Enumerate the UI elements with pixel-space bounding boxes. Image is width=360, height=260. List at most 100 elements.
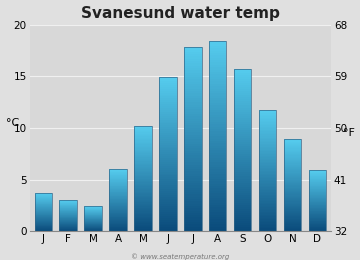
Bar [309, 179, 326, 180]
Bar [284, 205, 301, 206]
Bar [159, 218, 177, 220]
Bar [109, 222, 127, 223]
Bar [109, 218, 127, 219]
Bar [184, 116, 202, 119]
Bar [209, 219, 226, 222]
Bar [209, 165, 226, 167]
Bar [209, 217, 226, 219]
Bar [284, 175, 301, 176]
Bar [259, 142, 276, 144]
Bar [184, 224, 202, 227]
Bar [209, 170, 226, 172]
Bar [134, 136, 152, 138]
Bar [35, 228, 52, 229]
Bar [109, 169, 127, 231]
Bar [84, 213, 102, 214]
Bar [234, 116, 251, 118]
Bar [209, 50, 226, 53]
Bar [209, 205, 226, 207]
Bar [35, 223, 52, 224]
Bar [284, 200, 301, 201]
Bar [134, 147, 152, 148]
Bar [209, 222, 226, 224]
Bar [259, 154, 276, 156]
Bar [284, 148, 301, 149]
Bar [209, 141, 226, 143]
Bar [35, 196, 52, 197]
Bar [309, 200, 326, 201]
Bar [284, 158, 301, 159]
Bar [284, 206, 301, 207]
Bar [309, 183, 326, 184]
Bar [84, 225, 102, 226]
Bar [134, 190, 152, 192]
Bar [284, 155, 301, 157]
Bar [259, 168, 276, 169]
Bar [109, 212, 127, 213]
Bar [109, 175, 127, 176]
Bar [234, 83, 251, 85]
Bar [284, 146, 301, 147]
Bar [309, 192, 326, 193]
Bar [184, 194, 202, 197]
Bar [259, 145, 276, 147]
Bar [234, 77, 251, 79]
Bar [209, 134, 226, 136]
Bar [109, 199, 127, 200]
Bar [234, 132, 251, 134]
Bar [259, 124, 276, 125]
Bar [159, 172, 177, 173]
Bar [134, 202, 152, 204]
Bar [234, 122, 251, 124]
Bar [284, 140, 301, 141]
Bar [284, 154, 301, 155]
Bar [284, 222, 301, 223]
Bar [109, 184, 127, 185]
Bar [159, 225, 177, 228]
Bar [134, 128, 152, 130]
Bar [134, 193, 152, 194]
Bar [134, 127, 152, 128]
Bar [35, 226, 52, 227]
Bar [209, 143, 226, 146]
Bar [184, 169, 202, 171]
Bar [209, 172, 226, 174]
Bar [109, 188, 127, 189]
Bar [284, 178, 301, 179]
Bar [234, 207, 251, 209]
Bar [234, 199, 251, 201]
Bar [184, 105, 202, 107]
Bar [134, 134, 152, 135]
Bar [184, 192, 202, 194]
Bar [234, 136, 251, 138]
Bar [184, 84, 202, 86]
Bar [209, 105, 226, 108]
Bar [35, 215, 52, 216]
Bar [209, 200, 226, 203]
Bar [134, 197, 152, 198]
Bar [184, 220, 202, 222]
Bar [284, 193, 301, 194]
Bar [259, 192, 276, 193]
Bar [35, 207, 52, 208]
Bar [209, 158, 226, 160]
Bar [109, 228, 127, 229]
Bar [309, 177, 326, 178]
Bar [134, 161, 152, 163]
Bar [259, 204, 276, 206]
Bar [134, 185, 152, 186]
Bar [35, 205, 52, 206]
Bar [259, 125, 276, 127]
Bar [159, 129, 177, 131]
Bar [159, 125, 177, 127]
Bar [259, 195, 276, 197]
Bar [209, 207, 226, 210]
Bar [134, 200, 152, 201]
Bar [284, 196, 301, 197]
Bar [234, 193, 251, 195]
Bar [159, 168, 177, 170]
Bar [159, 152, 177, 154]
Bar [209, 186, 226, 188]
Bar [35, 213, 52, 214]
Bar [209, 62, 226, 65]
